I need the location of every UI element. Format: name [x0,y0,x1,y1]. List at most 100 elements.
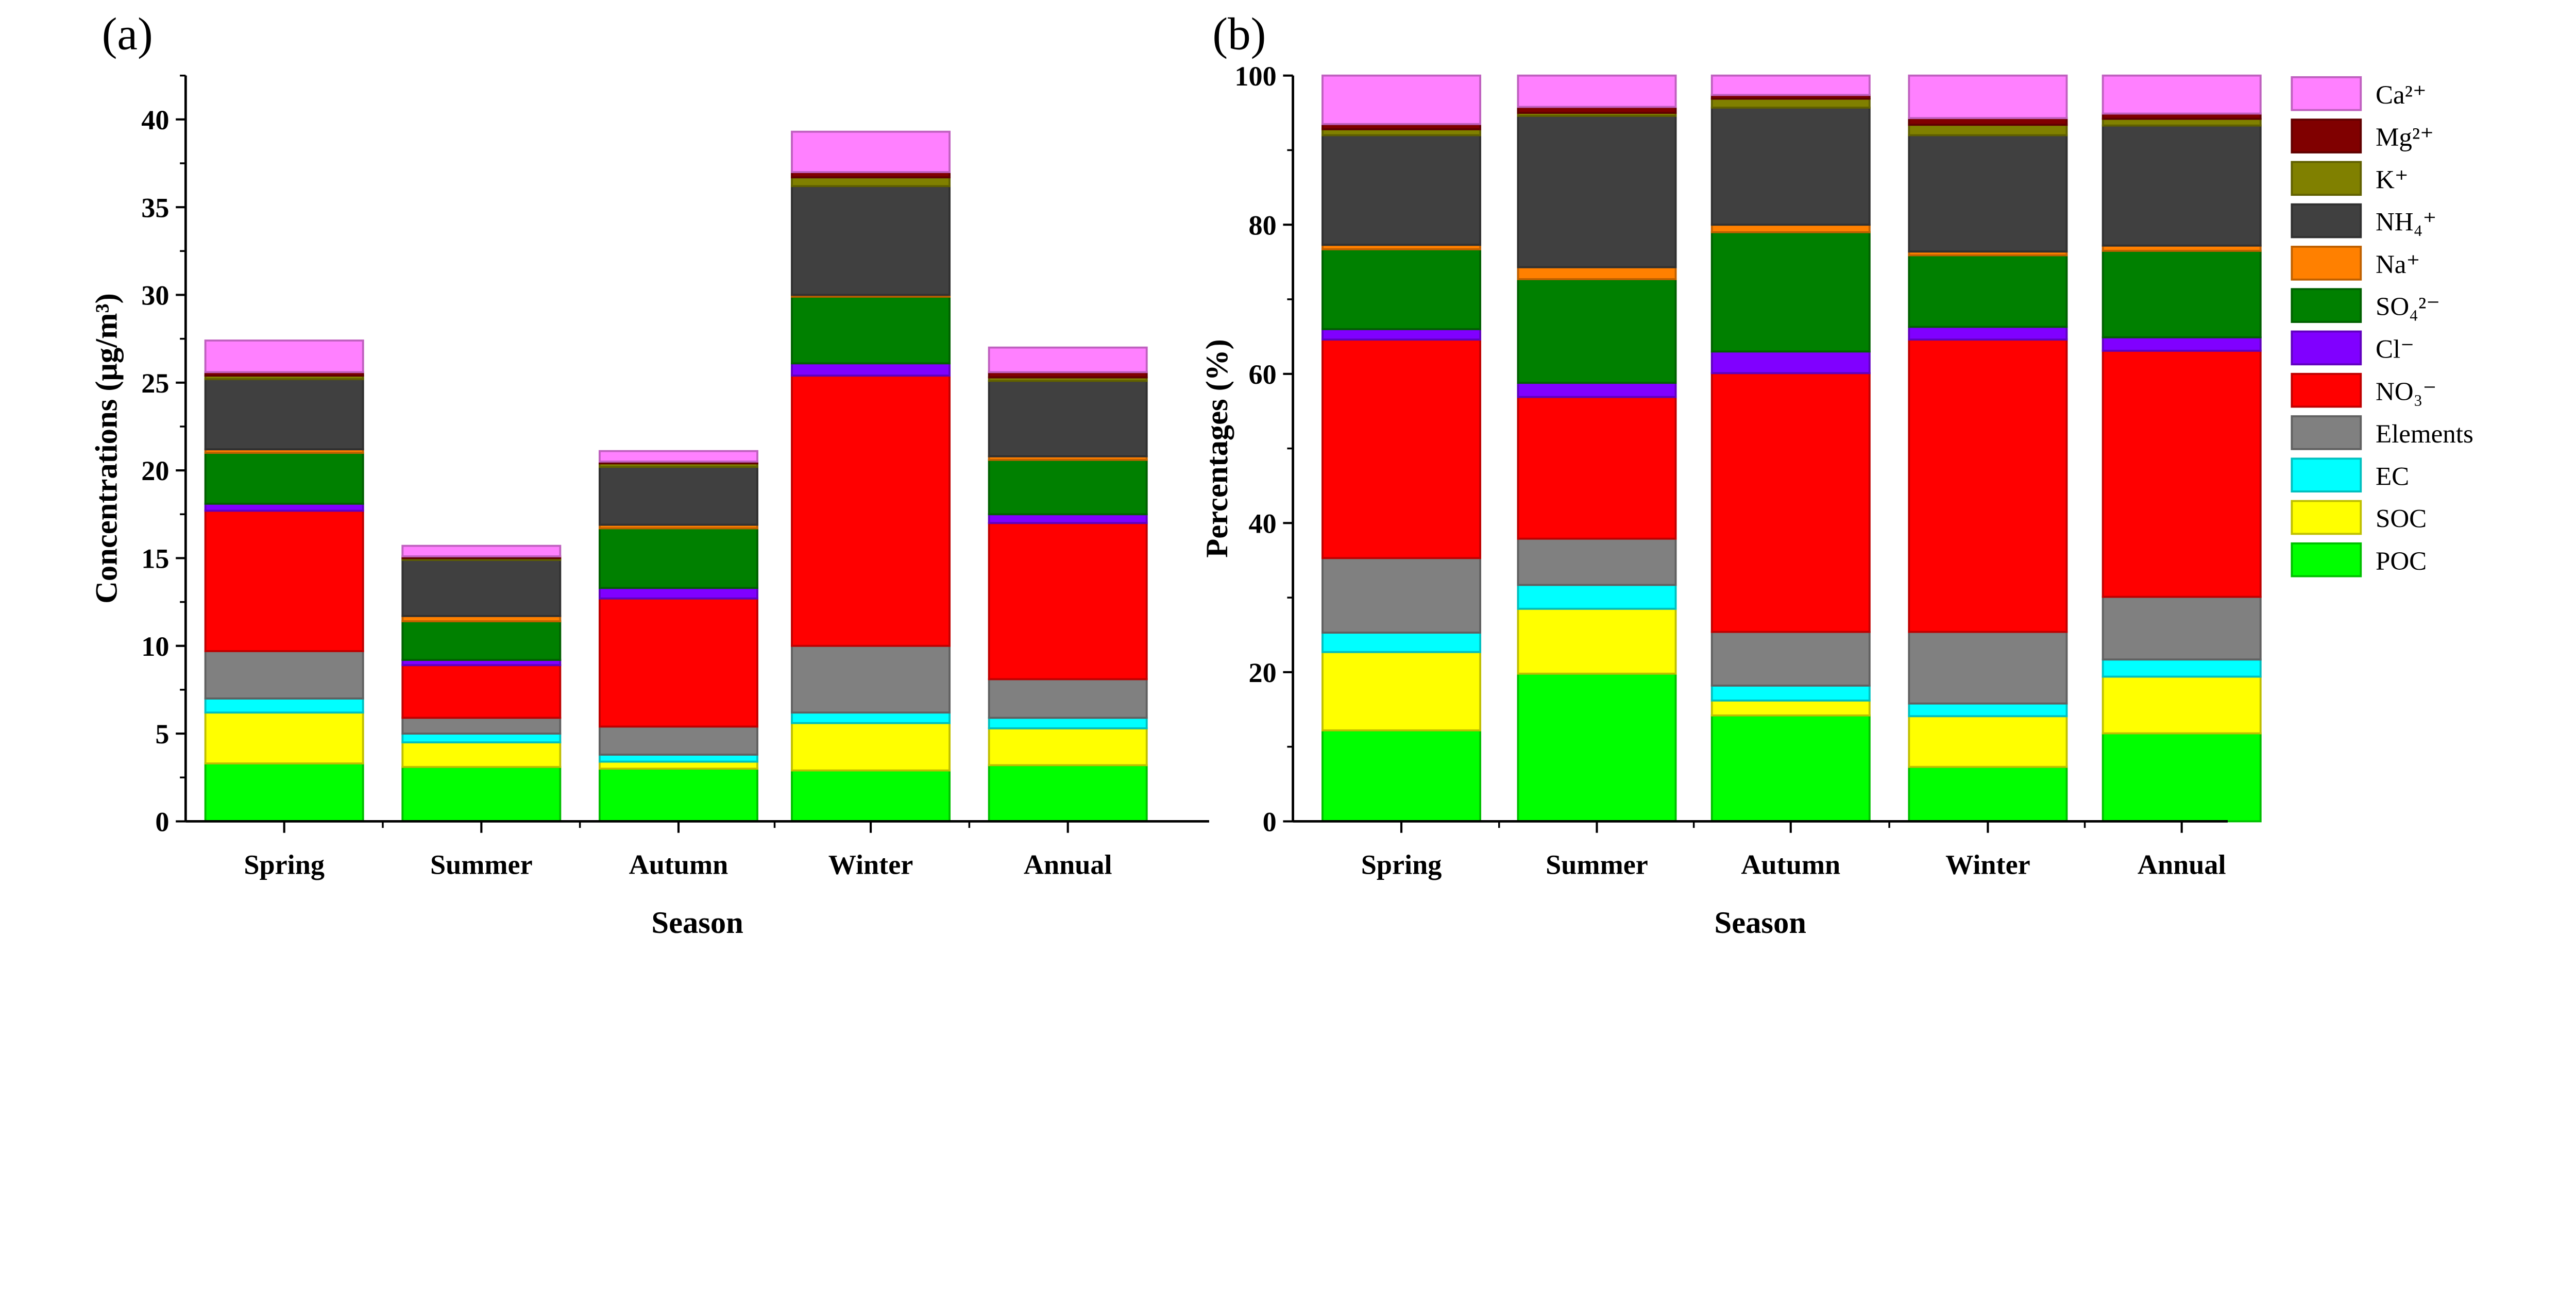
x-tick-label: Autumn [629,849,728,880]
panel-label: (b) [1212,9,1266,60]
bar-spring-segment-1 [204,711,364,764]
bar-summer-segment-2 [401,733,562,744]
bar-annual-segment-6 [2102,249,2262,338]
bar-annual-segment-3 [988,678,1148,719]
legend-label: SO₄²⁻ [2376,293,2440,321]
bar-summer-segment-11 [1517,74,1677,108]
bar-autumn-segment-5 [1710,350,1871,375]
x-tick-label: Summer [1546,849,1648,880]
y-tick-label: 35 [141,192,169,223]
y-axis-label: Percentages (%) [1200,339,1234,557]
bar-summer-segment-0 [401,765,562,823]
bar-autumn-segment-1 [1710,699,1871,717]
x-tick-label: Annual [1024,849,1112,880]
bar-winter-segment-4 [791,375,951,647]
bar-autumn-segment-3 [598,725,758,756]
bar-spring-segment-1 [1321,651,1481,731]
legend-label: K⁺ [2376,165,2409,194]
y-tick-label: 80 [1248,210,1276,241]
legend-label: Mg²⁺ [2376,123,2434,152]
bar-annual-segment-5 [988,513,1148,524]
bar-annual-segment-5 [2102,336,2262,352]
x-tick-label: Spring [1361,849,1442,880]
bar-winter-segment-8 [791,185,951,296]
bar-annual-segment-1 [988,727,1148,767]
bar-summer-segment-7 [1517,266,1677,280]
bar-autumn-segment-6 [598,527,758,589]
bar-annual-segment-8 [2102,124,2262,247]
legend-label: Ca²⁺ [2376,81,2427,110]
bar-spring-segment-8 [204,378,364,451]
y-tick-label: 15 [141,543,169,574]
legend-label: Na⁺ [2376,250,2420,279]
bar-annual-segment-0 [2102,732,2262,823]
bar-winter-segment-9 [791,176,951,188]
y-tick-label: 20 [1248,657,1276,688]
bar-annual-segment-3 [2102,596,2262,661]
y-tick-label: 40 [141,105,169,135]
bar-autumn-segment-2 [598,754,758,763]
bar-spring-segment-11 [1321,74,1481,125]
y-tick-label: 0 [1263,807,1277,838]
bar-spring-segment-5 [1321,328,1481,341]
bar-winter-segment-4 [1908,338,2068,633]
x-tick-label: Spring [244,849,325,880]
legend-swatch [2291,161,2362,196]
bar-winter-segment-2 [791,711,951,724]
bar-spring-segment-4 [1321,338,1481,559]
bar-annual-segment-2 [988,717,1148,729]
y-tick-label: 40 [1248,508,1276,539]
x-tick-label: Winter [1945,849,2030,880]
bar-spring-segment-11 [204,339,364,373]
bar-summer-segment-4 [1517,396,1677,540]
bar-winter-segment-1 [791,722,951,772]
bar-summer-segment-4 [401,664,562,719]
x-axis-label: Season [651,906,743,940]
bar-autumn-segment-9 [1710,97,1871,109]
bar-spring-segment-5 [204,502,364,512]
legend-swatch [2291,500,2362,535]
bar-summer-segment-8 [1517,114,1677,268]
bar-autumn-segment-1 [598,760,758,770]
legend-label: NO₃⁻ [2376,378,2436,406]
y-tick-label: 100 [1234,61,1276,92]
bar-spring-segment-6 [204,452,364,505]
bar-autumn-segment-8 [1710,107,1871,226]
legend-swatch [2291,372,2362,408]
bar-autumn-segment-4 [1710,372,1871,633]
bar-summer-segment-8 [401,558,562,617]
bar-winter-segment-2 [1908,702,2068,718]
bar-spring-segment-2 [204,697,364,714]
legend-swatch [2291,415,2362,450]
bar-autumn-segment-0 [1710,714,1871,823]
bar-spring-segment-4 [204,509,364,652]
bar-winter-segment-10 [1908,117,2068,126]
bar-autumn-segment-2 [1710,684,1871,702]
x-tick-label: Winter [828,849,913,880]
bar-annual-segment-2 [2102,658,2262,678]
bar-spring-segment-3 [204,650,364,700]
legend-label: SOC [2376,505,2427,534]
bar-winter-segment-3 [1908,631,2068,705]
bar-summer-segment-2 [1517,584,1677,610]
legend-label: POC [2376,547,2427,576]
bar-summer-segment-3 [401,717,562,735]
legend-label: EC [2376,462,2409,491]
bar-summer-segment-6 [401,620,562,661]
bar-autumn-segment-11 [1710,74,1871,96]
bar-summer-segment-1 [1517,607,1677,675]
bar-summer-segment-0 [1517,672,1677,823]
legend-swatch [2291,457,2362,492]
bar-spring-segment-3 [1321,557,1481,634]
bar-winter-segment-8 [1908,134,2068,253]
bar-autumn-segment-6 [1710,231,1871,353]
bar-annual-segment-6 [988,458,1148,516]
legend-swatch [2291,330,2362,366]
y-tick-label: 25 [141,368,169,399]
bar-summer-segment-1 [401,741,562,768]
bar-spring-segment-0 [204,762,364,823]
legend-label: Elements [2376,420,2473,449]
legend-label: NH₄⁺ [2376,208,2436,237]
bar-annual-segment-4 [988,522,1148,680]
bar-winter-segment-9 [1908,124,2068,137]
